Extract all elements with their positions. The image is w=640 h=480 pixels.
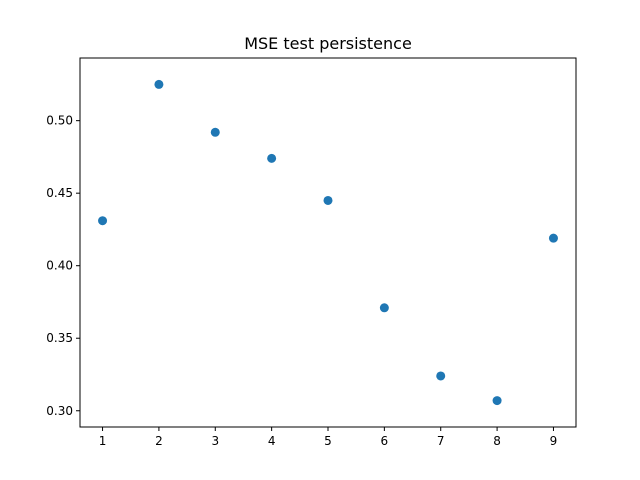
x-tick-label: 3: [211, 434, 219, 448]
chart-title: MSE test persistence: [244, 34, 412, 53]
data-points: [98, 79, 558, 406]
data-point: [379, 303, 389, 313]
x-tick-label: 1: [99, 434, 107, 448]
data-point: [548, 233, 558, 243]
y-tick-label: 0.30: [46, 404, 73, 418]
data-point: [154, 79, 164, 89]
y-axis: 0.30 0.35 0.40 0.45 0.50: [46, 114, 80, 418]
plot-frame: [79, 57, 577, 428]
data-point: [492, 396, 502, 406]
x-tick-label: 5: [324, 434, 332, 448]
x-tick-label: 9: [550, 434, 558, 448]
data-point: [210, 127, 220, 137]
x-axis: 1 2 3 4 5 6 7 8 9: [99, 427, 558, 448]
data-point: [323, 195, 333, 205]
x-tick-label: 7: [437, 434, 445, 448]
x-tick-label: 8: [493, 434, 501, 448]
y-tick-label: 0.50: [46, 114, 73, 128]
data-point: [267, 153, 277, 163]
y-tick-label: 0.45: [46, 186, 73, 200]
y-tick-label: 0.40: [46, 259, 73, 273]
data-point: [436, 371, 446, 381]
y-tick-label: 0.35: [46, 331, 73, 345]
x-tick-label: 2: [155, 434, 163, 448]
x-tick-label: 4: [268, 434, 276, 448]
x-tick-label: 6: [381, 434, 389, 448]
data-point: [98, 216, 108, 226]
